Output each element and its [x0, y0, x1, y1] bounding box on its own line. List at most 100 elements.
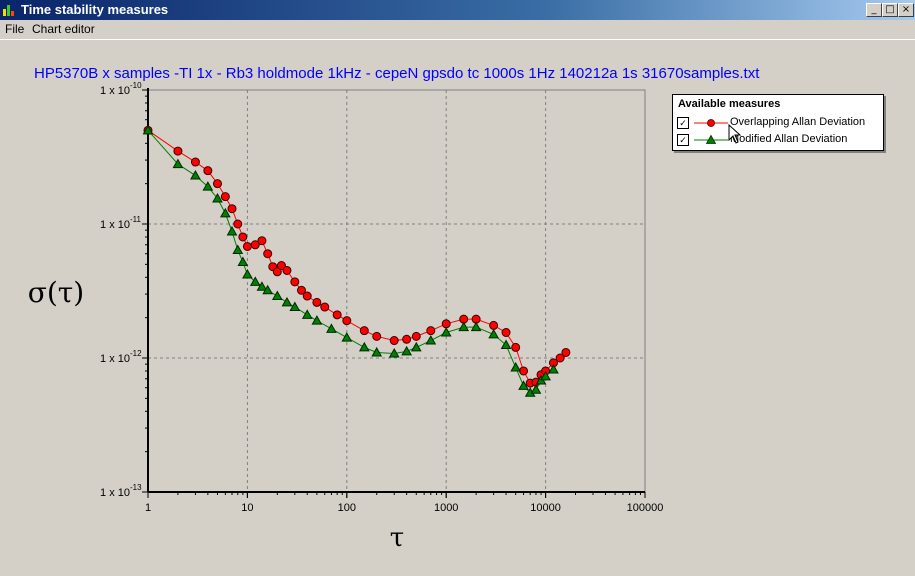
- data-point: [402, 334, 412, 344]
- data-point: [271, 290, 283, 301]
- data-point: [561, 347, 571, 357]
- data-point: [501, 327, 511, 337]
- data-point: [263, 249, 273, 259]
- data-point: [190, 170, 201, 180]
- x-tick-label: 100000: [627, 502, 664, 514]
- y-tick-exponent: -11: [130, 215, 142, 224]
- data-point: [190, 157, 200, 167]
- data-point: [226, 225, 238, 236]
- data-point: [441, 319, 451, 329]
- chart: HP5370B x samples -TI 1x - Rb3 holdmode …: [28, 65, 760, 553]
- data-point: [311, 315, 323, 325]
- data-point: [212, 192, 223, 203]
- data-point: [425, 335, 437, 345]
- data-point: [219, 207, 231, 218]
- y-tick-exponent: -12: [130, 349, 142, 358]
- data-point: [272, 267, 282, 277]
- app-icon: [3, 5, 14, 16]
- data-point: [290, 277, 300, 287]
- data-point: [332, 310, 342, 320]
- data-point: [440, 326, 452, 337]
- data-point: [358, 341, 370, 352]
- data-point: [172, 158, 184, 169]
- legend-label-overlapping-allan: Overlapping Allan Deviation: [730, 116, 866, 128]
- data-point: [276, 261, 286, 271]
- chart-title: HP5370B x samples -TI 1x - Rb3 holdmode …: [34, 65, 760, 82]
- data-point: [142, 124, 154, 135]
- legend-marker-circle-icon: [694, 119, 728, 127]
- data-point: [312, 297, 322, 307]
- data-point: [489, 320, 499, 330]
- data-point: [233, 219, 243, 229]
- x-tick-label: 1000: [434, 502, 458, 514]
- data-point: [301, 309, 313, 319]
- data-point: [232, 244, 244, 254]
- data-point: [203, 166, 213, 176]
- data-point: [410, 341, 422, 352]
- data-point: [359, 326, 369, 336]
- checkbox-overlapping-allan[interactable]: ✓: [677, 117, 689, 129]
- mouse-cursor-icon: [728, 124, 742, 144]
- x-tick-label: 100: [338, 502, 356, 514]
- data-point: [238, 232, 248, 242]
- legend-marker-triangle-icon: [694, 134, 728, 144]
- data-point: [470, 321, 482, 332]
- data-point: [302, 291, 312, 301]
- data-point: [282, 265, 292, 275]
- data-point: [342, 316, 352, 326]
- data-point: [289, 301, 301, 312]
- data-point: [296, 285, 306, 295]
- data-point: [212, 179, 222, 189]
- window-title: Time stability measures: [21, 2, 169, 17]
- maximize-button[interactable]: □: [882, 3, 898, 17]
- legend-title: Available measures: [678, 98, 781, 110]
- x-axis-label: τ: [390, 523, 404, 553]
- data-point: [518, 380, 529, 390]
- data-point: [426, 326, 436, 336]
- data-point: [257, 236, 267, 246]
- close-button[interactable]: ×: [898, 3, 914, 17]
- y-axis-label: σ(τ): [28, 276, 84, 309]
- data-point: [371, 346, 383, 357]
- y-tick-label: 1 x 10: [100, 487, 130, 499]
- data-point: [372, 331, 382, 341]
- data-point: [250, 240, 260, 250]
- chart-panel: HP5370B x samples -TI 1x - Rb3 holdmode …: [0, 40, 915, 576]
- checkbox-modified-allan[interactable]: ✓: [677, 134, 689, 146]
- data-point: [173, 146, 183, 156]
- data-point: [511, 342, 521, 352]
- data-point: [341, 332, 353, 342]
- data-point: [388, 348, 400, 358]
- series-markers: [142, 124, 559, 397]
- minimize-button[interactable]: _: [866, 3, 882, 17]
- data-point: [249, 276, 261, 286]
- data-point: [237, 256, 249, 267]
- y-tick-exponent: -13: [130, 483, 142, 492]
- data-point: [202, 181, 214, 191]
- data-point: [555, 353, 565, 363]
- plot-background: [147, 89, 646, 493]
- y-tick-label: 1 x 10: [100, 219, 130, 231]
- menu-file[interactable]: File: [5, 22, 25, 36]
- data-point: [458, 321, 470, 332]
- data-point: [256, 281, 268, 291]
- series-markers: [143, 125, 571, 388]
- menu-bar: File Chart editor: [0, 20, 915, 40]
- y-tick-label: 1 x 10: [100, 353, 130, 365]
- legend-item-overlapping-allan[interactable]: ✓ Overlapping Allan Deviation: [677, 116, 881, 130]
- legend-label-modified-allan: Modified Allan Deviation: [730, 133, 848, 145]
- data-point: [401, 345, 412, 356]
- data-point: [530, 384, 542, 394]
- data-point: [510, 361, 522, 372]
- data-point: [411, 331, 421, 341]
- title-bar[interactable]: Time stability measures _ □ ×: [0, 0, 915, 20]
- data-point: [242, 268, 253, 279]
- legend-item-modified-allan[interactable]: ✓ Modified Allan Deviation: [677, 133, 881, 147]
- data-point: [326, 323, 337, 333]
- y-tick-exponent: -10: [130, 81, 142, 90]
- data-point: [500, 339, 512, 350]
- data-point: [220, 192, 230, 202]
- data-point: [540, 370, 551, 381]
- data-point: [389, 336, 399, 346]
- menu-chart-editor[interactable]: Chart editor: [32, 22, 95, 36]
